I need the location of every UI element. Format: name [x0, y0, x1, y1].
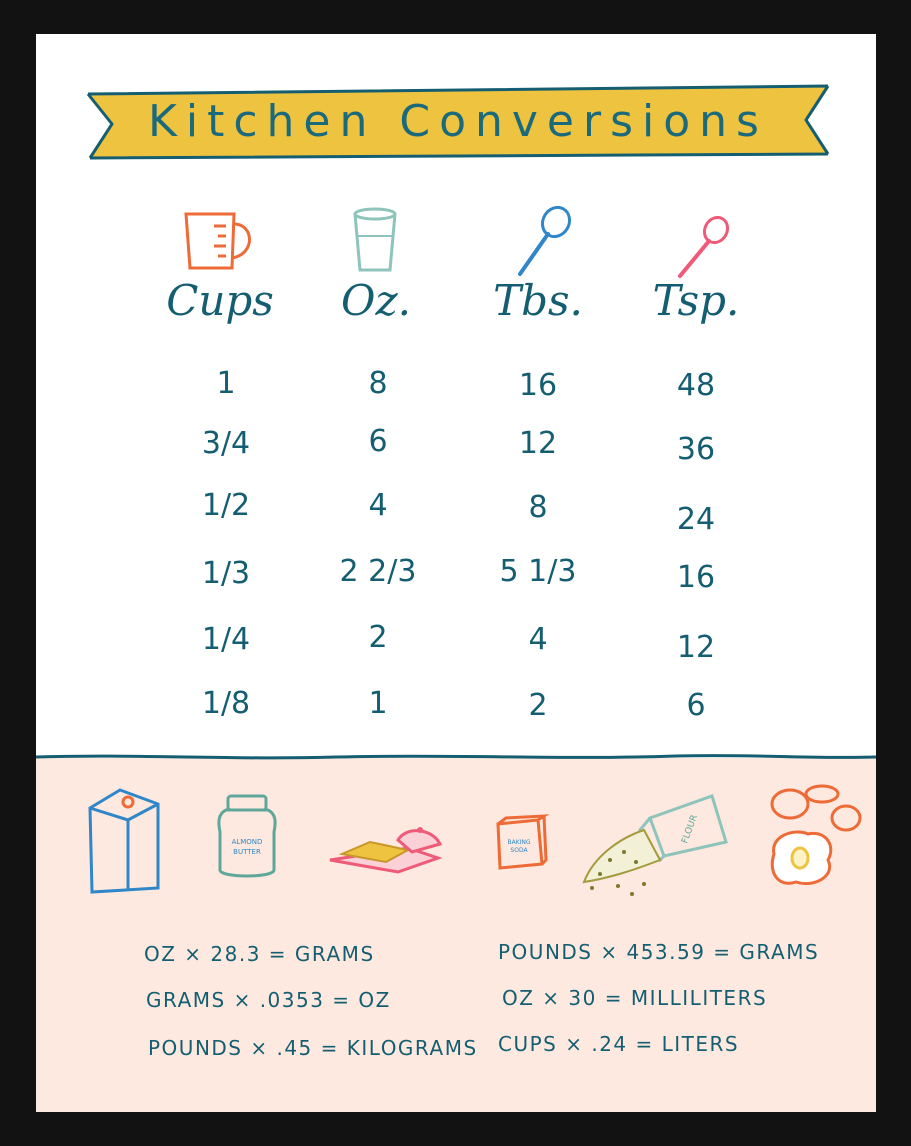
table-cell: 6: [686, 688, 706, 723]
formula-grams-to-oz: GRAMS × .0353 = OZ: [146, 988, 391, 1012]
almond-butter-jar-icon: ALMOND BUTTER: [217, 794, 277, 878]
title-banner: Kitchen Conversions: [84, 80, 832, 162]
formula-cups-to-liters: CUPS × .24 = LITERS: [498, 1032, 740, 1056]
banner-ribbon-icon: [86, 84, 830, 160]
table-cell: 1: [368, 686, 388, 721]
column-header-tsp: Tsp.: [652, 276, 740, 325]
table-cell: 4: [528, 622, 548, 657]
flour-bag-icon: FLOUR: [582, 794, 728, 896]
box-label: BAKING: [507, 839, 530, 846]
butter-dish-icon: [329, 827, 443, 874]
table-cell: 2: [528, 688, 548, 723]
formula-oz-to-milliliters: OZ × 30 = MILLILITERS: [502, 986, 768, 1010]
table-cell: 24: [676, 502, 716, 537]
table-cell: 1/3: [201, 556, 251, 591]
glass-icon: [353, 207, 397, 272]
table-cell: 1: [216, 366, 236, 401]
table-cell: 12: [676, 630, 716, 665]
table-cell: 6: [368, 424, 388, 459]
milk-carton-icon: [88, 788, 160, 894]
page-title: Kitchen Conversions: [148, 96, 768, 147]
table-cell: 16: [518, 368, 558, 403]
table-cell: 8: [368, 366, 388, 401]
teaspoon-icon: [678, 215, 730, 278]
column-header-tbs: Tbs.: [493, 276, 583, 325]
table-cell: 2: [368, 620, 388, 655]
column-header-oz: Oz.: [341, 276, 411, 325]
table-cell: 12: [518, 426, 558, 461]
jar-label: BUTTER: [233, 848, 261, 856]
table-cell: 16: [676, 560, 716, 595]
table-cell: 1/4: [201, 622, 251, 657]
table-cell: 8: [528, 490, 548, 525]
measuring-cup-icon: [184, 212, 251, 270]
eggs-icon: [770, 784, 862, 885]
column-header-cups: Cups: [166, 276, 274, 325]
flour-label: FLOUR: [680, 814, 700, 845]
table-cell: 48: [676, 368, 716, 403]
formula-oz-to-grams: OZ × 28.3 = GRAMS: [144, 942, 375, 966]
box-label: SODA: [510, 847, 528, 854]
baking-soda-box-icon: BAKING SODA: [496, 814, 550, 870]
table-cell: 3/4: [201, 426, 251, 461]
formula-pounds-to-grams: POUNDS × 453.59 = GRAMS: [498, 940, 820, 964]
table-cell: 5 1/3: [499, 554, 577, 589]
wavy-divider: [36, 754, 876, 760]
table-cell: 1/2: [201, 488, 251, 523]
tablespoon-icon: [518, 205, 572, 276]
table-cell: 1/8: [201, 686, 251, 721]
jar-label: ALMOND: [232, 838, 263, 846]
table-cell: 2 2/3: [339, 554, 417, 589]
table-cell: 4: [368, 488, 388, 523]
formula-pounds-to-kilograms: POUNDS × .45 = KILOGRAMS: [148, 1036, 478, 1060]
poster: Kitchen Conversions Cups Oz. Tbs. Tsp.: [36, 34, 876, 1112]
bottom-panel: [36, 758, 876, 1112]
table-cell: 36: [676, 432, 716, 467]
